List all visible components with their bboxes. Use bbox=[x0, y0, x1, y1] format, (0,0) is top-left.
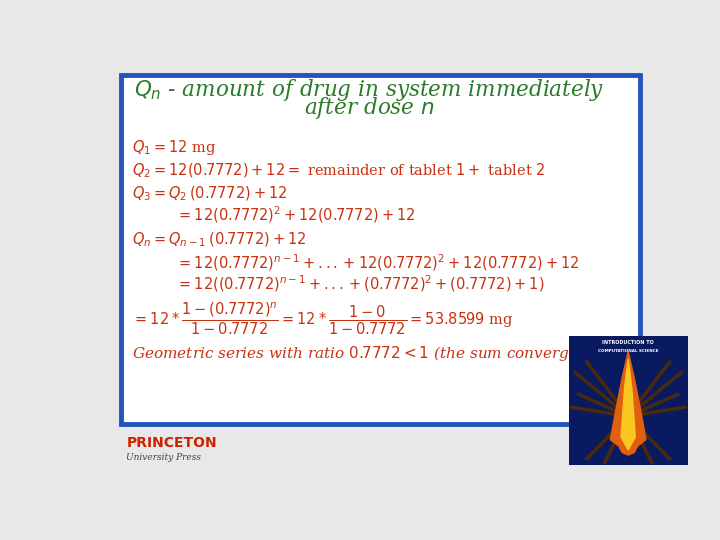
Text: COMPUTATIONAL SCIENCE: COMPUTATIONAL SCIENCE bbox=[598, 349, 659, 354]
Text: INTRODUCTION TO: INTRODUCTION TO bbox=[603, 340, 654, 345]
Polygon shape bbox=[611, 352, 646, 455]
Text: after dose $\mathit{n}$: after dose $\mathit{n}$ bbox=[304, 96, 434, 122]
Text: PRINCETON: PRINCETON bbox=[126, 436, 217, 450]
Text: Geometric series with ratio $0.7772 < 1$ (the sum converges): Geometric series with ratio $0.7772 < 1$… bbox=[132, 345, 593, 363]
Text: $\mathit{Q}_{n}$ - amount of drug in system immediately: $\mathit{Q}_{n}$ - amount of drug in sys… bbox=[134, 77, 604, 103]
FancyBboxPatch shape bbox=[121, 75, 639, 424]
Text: $Q_1 = 12$ mg: $Q_1 = 12$ mg bbox=[132, 138, 217, 158]
Polygon shape bbox=[621, 359, 635, 450]
Text: $= 12(0.7772)^{n-1} + ... + 12(0.7772)^2 + 12(0.7772) + 12$: $= 12(0.7772)^{n-1} + ... + 12(0.7772)^2… bbox=[176, 252, 580, 273]
Text: $Q_n = Q_{n-1}\,(0.7772) + 12$: $Q_n = Q_{n-1}\,(0.7772) + 12$ bbox=[132, 230, 306, 248]
Text: $= 12((0.7772)^{n-1} + ... + (0.7772)^2 + (0.7772) + 1)$: $= 12((0.7772)^{n-1} + ... + (0.7772)^2 … bbox=[176, 274, 545, 294]
Text: $= 12(0.7772)^2 + 12(0.7772) + 12$: $= 12(0.7772)^2 + 12(0.7772) + 12$ bbox=[176, 204, 415, 225]
Text: $Q_2 = 12(0.7772) + 12 = $ remainder of tablet $1 +$ tablet $2$: $Q_2 = 12(0.7772) + 12 = $ remainder of … bbox=[132, 161, 545, 180]
Text: University Press: University Press bbox=[126, 453, 202, 462]
Text: $= 12 * \dfrac{1-(0.7772)^n}{1-0.7772} = 12 * \dfrac{1-0}{1-0.7772} = 53.8599$ m: $= 12 * \dfrac{1-(0.7772)^n}{1-0.7772} =… bbox=[132, 300, 513, 336]
Text: $Q_3 = Q_2\,(0.7772) + 12$: $Q_3 = Q_2\,(0.7772) + 12$ bbox=[132, 185, 287, 203]
